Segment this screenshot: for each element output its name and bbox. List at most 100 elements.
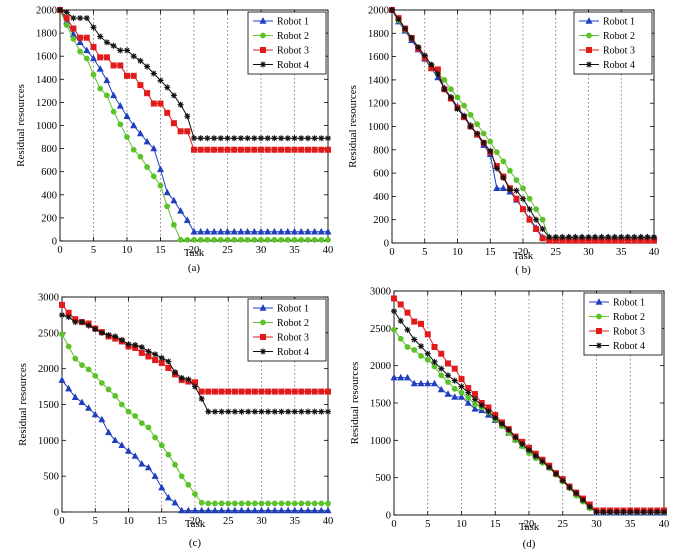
data-point [158,354,165,361]
data-point [277,227,285,235]
x-tick-label: 5 [93,516,98,527]
data-point [258,500,265,507]
data-point [124,134,130,140]
data-point [158,359,165,366]
y-tick-label: 1800 [368,29,389,40]
data-point [324,227,332,235]
data-point [172,369,179,376]
data-point [144,164,150,170]
legend-marker [259,304,267,311]
data-point [117,121,124,128]
data-point [458,389,465,396]
data-point [172,461,178,468]
y-tick-label: 0 [386,511,391,522]
data-point [526,206,533,213]
data-point [311,408,318,415]
data-point [185,481,192,488]
x-tick-label: 10 [123,516,134,527]
legend-label: Robot 3 [603,46,635,57]
data-point [520,195,526,202]
legend-label: Robot 3 [277,333,309,344]
data-point [434,71,441,78]
data-point [512,434,519,441]
data-point [431,343,438,350]
data-point [217,227,225,235]
data-point [204,506,212,514]
data-point [278,236,284,243]
series-robot-2 [57,7,331,243]
data-point [271,236,278,243]
data-point [411,347,418,353]
data-point [97,33,104,40]
data-point [237,227,245,235]
legend: Robot 1 Robot 2 Robot 3 Robot 4 [573,11,653,75]
data-point [284,135,291,142]
data-point [150,144,158,152]
data-point [278,135,285,142]
data-point [644,234,651,241]
data-point [284,506,292,514]
x-tick-label: 0 [57,245,62,256]
data-point [637,234,644,241]
chart-panel-4: 0 5 10 15 20 25 30 35 40 0 500 1000 1500 2000 2500 3000… [349,287,669,551]
y-axis-label: Residual resources [347,85,359,168]
series-robot-1 [58,376,332,514]
data-point [157,182,164,189]
data-point [291,506,299,514]
data-point [311,135,318,142]
series-robot-1 [56,6,332,235]
data-point [231,135,238,142]
data-point [271,388,278,395]
data-point [390,373,398,381]
series-line [393,329,664,513]
data-point [177,101,184,108]
data-point [311,500,318,507]
y-tick-label: 0 [54,508,59,519]
data-point [258,135,264,142]
data-point [284,236,291,243]
data-point [225,500,232,507]
data-point [112,333,119,340]
data-point [198,395,205,402]
data-point [397,317,404,324]
data-point [318,236,325,243]
data-point [224,146,231,153]
data-point [304,506,312,514]
data-point [104,92,110,99]
data-point [150,70,157,77]
data-point [103,54,110,61]
data-point [291,146,298,153]
data-point [91,410,99,418]
data-point [578,234,585,241]
data-point [297,227,305,235]
data-point [103,76,111,84]
data-point [130,121,138,129]
x-tick-label: 25 [558,519,569,530]
data-point [218,408,225,415]
data-point [231,506,239,514]
legend-marker [586,32,592,39]
data-point [244,236,251,243]
data-point [251,408,258,415]
data-point [238,408,245,415]
data-point [125,341,132,348]
data-point [251,135,258,142]
data-point [611,234,618,241]
data-point [559,477,566,484]
data-point [59,311,65,318]
data-point [184,506,192,514]
y-tick-label: 1600 [368,52,389,63]
data-point [391,326,397,333]
y-axis-label: Residual resources [15,84,27,167]
data-point [251,388,258,395]
legend-marker [595,298,603,305]
data-point [204,146,211,153]
data-point [244,135,251,142]
data-point [318,135,325,142]
x-tick-label: 0 [391,519,396,530]
chart-panel-1: 0 5 10 15 20 25 30 35 40020040060080010001200140… [15,6,333,275]
data-point [318,388,325,395]
data-point [424,331,431,338]
legend-marker [596,342,602,349]
data-point [298,236,305,243]
